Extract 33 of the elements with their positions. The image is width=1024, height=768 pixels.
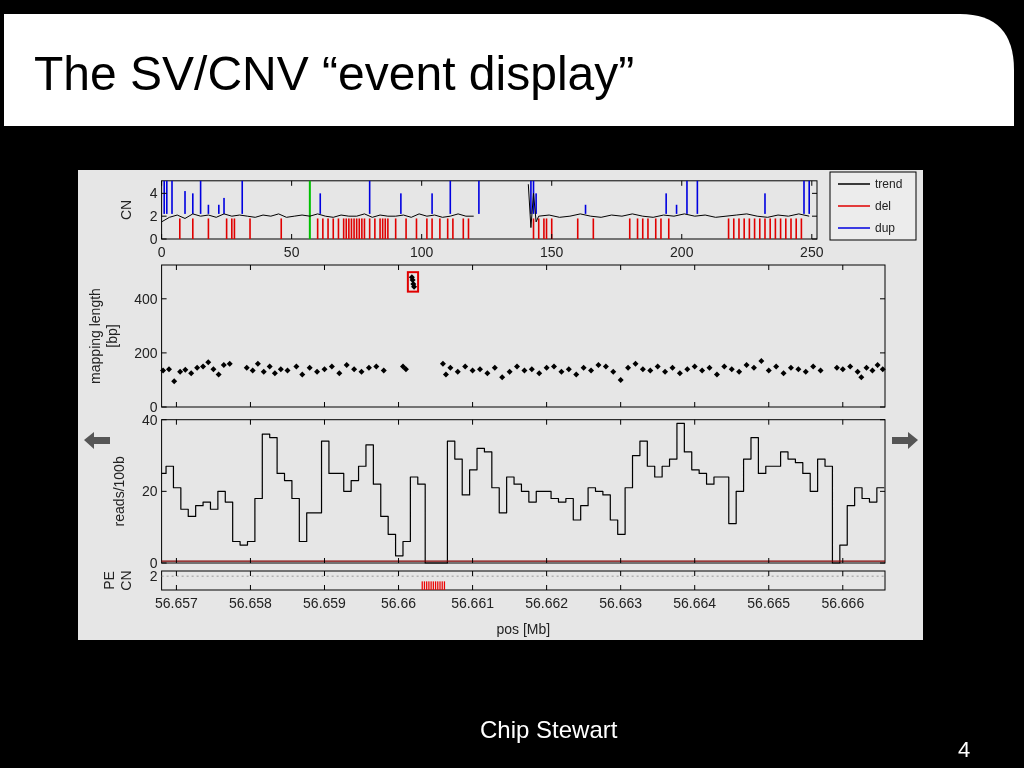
x-tick-label: 100 <box>410 244 434 260</box>
x-tick-label: 56.662 <box>525 595 569 611</box>
y-tick-label: 2 <box>149 208 158 225</box>
y-axis-title: PE CN <box>100 570 134 591</box>
x-tick-label: 56.665 <box>747 595 791 611</box>
y-tick-label: 20 <box>142 483 158 500</box>
text: Chip Stewart <box>480 716 618 743</box>
x-tick-label: 56.661 <box>451 595 495 611</box>
legend-label: trend <box>875 177 903 192</box>
chart-title: The SV/CNV “event display” <box>34 47 635 100</box>
y-tick-label: 0 <box>149 230 158 247</box>
y-axis-title: CN <box>117 199 134 221</box>
x-tick-label: 56.658 <box>229 595 273 611</box>
x-tick-label: 56.664 <box>673 595 717 611</box>
x-tick-label: 50 <box>283 244 300 260</box>
legend-label: dup <box>875 221 896 236</box>
y-tick-label: 4 <box>149 185 158 202</box>
x-axis-title: pos [Mb] <box>496 621 551 637</box>
x-tick-label: 56.657 <box>154 595 199 611</box>
legend-label: del <box>875 199 892 214</box>
y-tick-label: 0 <box>149 554 158 571</box>
x-tick-label: 56.663 <box>599 595 643 611</box>
y-tick-label: 200 <box>134 344 158 361</box>
x-tick-label: 56.666 <box>821 595 865 611</box>
x-tick-label: 56.659 <box>303 595 347 611</box>
y-axis-title: reads/100b <box>110 456 127 527</box>
x-tick-label: 200 <box>670 244 694 260</box>
y-tick-label: 400 <box>134 290 158 307</box>
text: 4 <box>958 737 971 762</box>
x-tick-label: 250 <box>800 244 824 260</box>
x-tick-label: 150 <box>540 244 564 260</box>
x-tick-label: 56.66 <box>381 595 417 611</box>
y-axis-title: mapping length [bp] <box>86 288 120 384</box>
